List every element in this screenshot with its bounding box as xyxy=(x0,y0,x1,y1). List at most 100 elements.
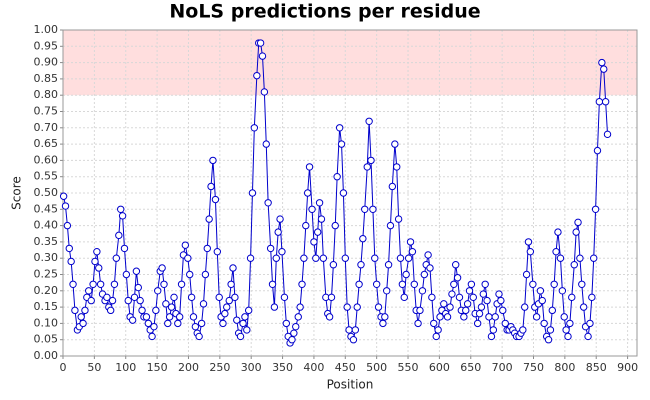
score-point xyxy=(313,228,322,236)
score-point xyxy=(497,296,505,305)
score-point xyxy=(353,303,361,311)
y-tick-label: 0.45 xyxy=(34,202,59,215)
score-point xyxy=(110,280,119,288)
score-point xyxy=(428,293,436,302)
x-tick-label: 400 xyxy=(303,361,324,374)
score-point xyxy=(325,313,334,321)
score-point xyxy=(124,296,132,305)
score-point xyxy=(566,319,574,328)
score-point xyxy=(578,280,586,288)
x-tick-label: 750 xyxy=(523,361,544,374)
score-point xyxy=(388,182,397,191)
score-point xyxy=(371,254,379,262)
score-point xyxy=(595,98,604,106)
score-point xyxy=(469,293,477,302)
y-tick-label: 0.00 xyxy=(34,349,59,362)
score-point xyxy=(302,221,310,230)
score-point xyxy=(300,254,308,262)
score-point xyxy=(355,280,363,288)
score-point xyxy=(282,319,291,328)
score-point xyxy=(207,182,215,191)
highlight-band xyxy=(63,30,637,96)
score-point xyxy=(562,326,570,334)
score-point xyxy=(345,326,353,334)
score-point xyxy=(186,270,194,279)
score-point xyxy=(526,247,535,256)
score-point xyxy=(221,309,229,318)
score-point xyxy=(288,336,296,344)
x-tick-label: 250 xyxy=(209,361,230,374)
score-point xyxy=(374,303,383,311)
score-point xyxy=(367,156,375,165)
score-point xyxy=(148,332,156,341)
score-point xyxy=(524,238,533,246)
score-point xyxy=(590,254,598,262)
score-point xyxy=(572,228,580,236)
score-point xyxy=(189,313,198,321)
score-point xyxy=(394,215,403,223)
y-tick-label: 0.25 xyxy=(34,268,59,281)
score-point xyxy=(418,287,427,295)
score-point xyxy=(361,205,369,214)
score-point xyxy=(213,247,222,256)
y-tick-label: 0.55 xyxy=(34,170,59,183)
score-point xyxy=(343,303,351,311)
score-point xyxy=(424,251,432,259)
score-point xyxy=(144,319,153,328)
y-tick-label: 0.30 xyxy=(34,251,59,264)
score-point xyxy=(158,264,166,272)
score-point xyxy=(398,280,407,288)
score-point xyxy=(205,215,213,223)
y-tick-label: 0.75 xyxy=(34,105,59,118)
score-point xyxy=(491,313,499,321)
y-tick-label: 1.00 xyxy=(34,23,59,36)
x-tick-label: 800 xyxy=(554,361,575,374)
x-tick-label: 150 xyxy=(147,361,168,374)
score-point xyxy=(448,290,456,298)
score-point xyxy=(154,287,162,295)
score-point xyxy=(167,303,176,311)
x-tick-label: 550 xyxy=(398,361,419,374)
score-point xyxy=(591,205,600,214)
score-point xyxy=(570,261,578,269)
score-point xyxy=(308,205,316,214)
score-point xyxy=(522,270,531,279)
score-point xyxy=(593,146,602,155)
score-point xyxy=(450,280,458,288)
score-point xyxy=(396,254,405,262)
score-point xyxy=(465,287,474,295)
x-tick-label: 850 xyxy=(586,361,607,374)
score-point xyxy=(223,303,231,311)
score-point xyxy=(187,293,196,302)
score-point xyxy=(270,303,279,311)
score-point xyxy=(69,280,77,288)
x-tick-label: 500 xyxy=(366,361,387,374)
score-point xyxy=(61,202,70,210)
score-point xyxy=(552,247,560,256)
score-point xyxy=(359,234,367,243)
y-tick-label: 0.05 xyxy=(34,333,59,346)
y-tick-label: 0.10 xyxy=(34,316,59,329)
score-point xyxy=(115,231,123,240)
x-tick-label: 700 xyxy=(492,361,513,374)
score-point xyxy=(91,257,99,266)
score-point xyxy=(229,264,237,272)
score-point xyxy=(546,326,555,334)
x-tick-label: 600 xyxy=(429,361,450,374)
score-point xyxy=(241,313,249,321)
score-point xyxy=(337,140,346,148)
score-point xyxy=(95,264,103,272)
score-point xyxy=(219,319,227,328)
x-tick-label: 900 xyxy=(617,361,638,374)
score-point xyxy=(408,247,417,256)
score-point xyxy=(319,254,328,262)
score-point xyxy=(85,287,93,295)
score-point xyxy=(272,254,280,262)
x-tick-label: 200 xyxy=(178,361,199,374)
score-point xyxy=(349,336,358,344)
score-point xyxy=(184,254,192,262)
score-point xyxy=(339,189,348,197)
score-point xyxy=(416,306,424,315)
score-point xyxy=(603,130,612,139)
